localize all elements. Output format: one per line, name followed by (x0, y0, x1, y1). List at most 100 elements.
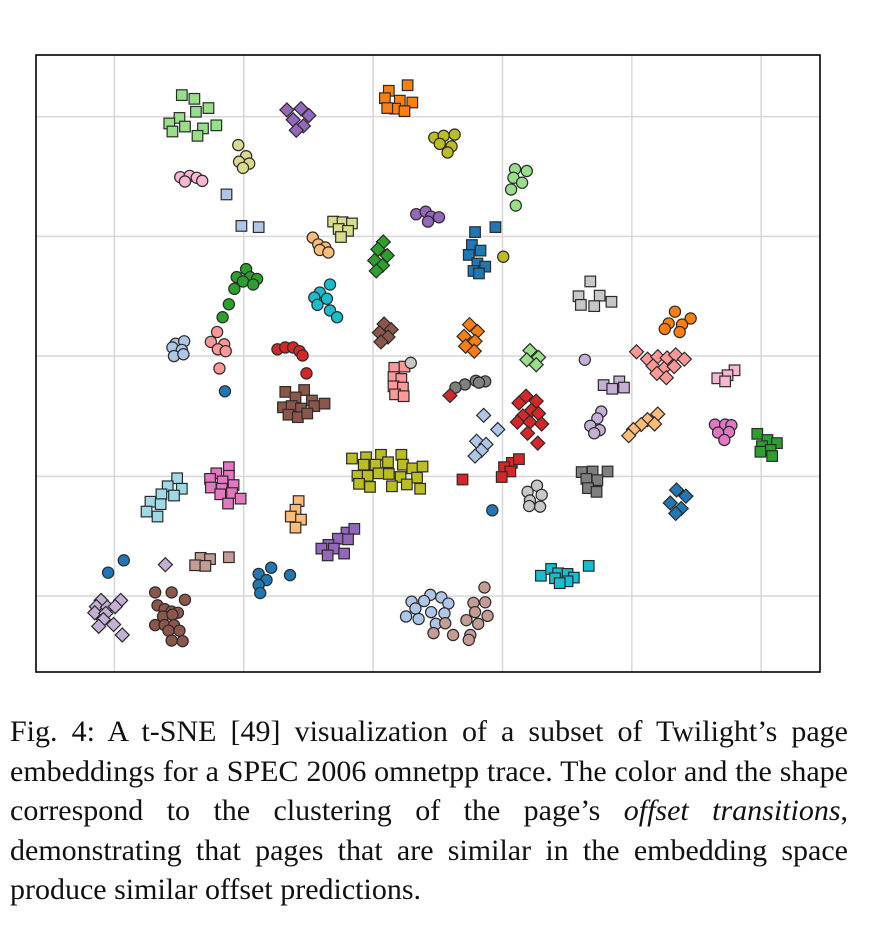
point-diamond-34-9 (519, 425, 536, 442)
point-square-47-8 (151, 510, 164, 523)
point-square-40-4 (357, 458, 370, 471)
point-circle-55-0 (148, 586, 162, 599)
cluster-26 (518, 342, 547, 373)
point-square-40-13 (382, 468, 395, 480)
point-square-39-6 (766, 450, 779, 462)
point-square-33-8 (318, 397, 331, 410)
cluster-31 (449, 374, 492, 394)
point-diamond-1-2 (300, 107, 317, 124)
point-circle-50-7 (254, 586, 267, 600)
point-circle-57-4 (481, 609, 494, 623)
plot-background (36, 55, 820, 672)
cluster-38 (708, 418, 738, 447)
point-square-16-4 (574, 298, 587, 311)
point-square-46-11 (222, 497, 234, 510)
point-circle-17-0 (668, 305, 682, 318)
point-circle-42-2 (535, 488, 548, 502)
cluster-12 (497, 250, 510, 263)
point-circle-56-8 (399, 610, 413, 623)
point-square-47-7 (140, 505, 153, 518)
cluster-18 (371, 316, 400, 350)
point-circle-21-5 (213, 362, 226, 375)
point-circle-56-6 (424, 605, 438, 619)
caption-text-start: Fig. 4: A t-SNE [49] visualization of a … (10, 715, 848, 827)
cluster-57 (427, 581, 494, 647)
cluster-9 (306, 231, 335, 259)
point-square-0-8 (210, 119, 223, 132)
cluster-55 (148, 586, 192, 648)
point-circle-55-2 (178, 593, 192, 607)
point-square-49-1 (348, 522, 361, 535)
point-circle-3-3 (433, 137, 446, 151)
point-square-44-2 (601, 465, 614, 478)
point-square-11-1 (489, 221, 502, 234)
point-diamond-18-4 (373, 334, 389, 350)
point-circle-7-1 (520, 164, 533, 178)
point-circle-25-0 (404, 356, 417, 370)
point-circle-31-4 (449, 381, 462, 394)
caption-italic-term: offset transitions (623, 794, 841, 827)
cluster-56 (399, 588, 455, 631)
point-circle-22-0 (218, 385, 232, 398)
point-circle-57-0 (478, 581, 491, 594)
point-diamond-28-8 (666, 358, 683, 375)
point-square-2-4 (406, 96, 419, 109)
point-square-6-1 (235, 220, 248, 232)
point-circle-56-3 (417, 594, 431, 608)
point-circle-7-3 (515, 176, 529, 189)
cluster-2 (378, 79, 419, 118)
cluster-25 (404, 356, 417, 370)
point-square-53-0 (582, 559, 595, 572)
point-square-47-4 (168, 489, 180, 502)
point-square-41-5 (456, 473, 469, 486)
point-diamond-34-10 (529, 435, 546, 451)
point-circle-57-7 (439, 617, 452, 630)
point-diamond-1-5 (288, 122, 305, 139)
point-circle-21-4 (219, 344, 232, 358)
point-square-33-1 (298, 384, 311, 396)
point-square-47-6 (154, 498, 167, 511)
point-diamond-37-2 (646, 416, 663, 432)
cluster-23 (271, 341, 313, 380)
cluster-42 (521, 479, 548, 513)
caption-text-end: , demonstrating that pages that are simi… (10, 794, 849, 906)
point-square-0-3 (190, 105, 202, 118)
point-square-47-2 (175, 482, 188, 495)
cluster-4 (232, 138, 256, 175)
point-square-2-6 (398, 105, 411, 118)
cluster-41 (456, 453, 525, 486)
point-square-39-2 (770, 437, 783, 449)
point-square-16-3 (605, 295, 618, 308)
point-square-11-6 (479, 260, 492, 273)
cluster-52 (189, 551, 235, 572)
point-circle-55-8 (166, 608, 179, 621)
point-circle-36-4 (588, 427, 601, 440)
point-square-46-10 (234, 492, 247, 505)
cluster-49 (315, 522, 361, 562)
figure (35, 54, 821, 673)
point-square-48-4 (289, 521, 302, 534)
point-square-2-2 (378, 92, 391, 105)
cluster-14 (216, 262, 264, 324)
point-square-40-3 (395, 448, 408, 461)
cluster-53 (534, 559, 595, 590)
point-circle-56-9 (412, 612, 425, 626)
point-circle-17-1 (684, 312, 697, 325)
point-diamond-13-5 (368, 263, 385, 279)
point-circle-14-6 (228, 282, 241, 296)
point-circle-56-5 (409, 602, 422, 615)
point-square-16-1 (593, 289, 606, 302)
point-diamond-37-5 (620, 427, 637, 444)
point-diamond-34-8 (533, 416, 550, 432)
point-circle-7-4 (504, 183, 518, 196)
point-circle-7-5 (509, 199, 523, 212)
point-circle-38-5 (718, 433, 731, 447)
point-square-16-5 (588, 300, 601, 313)
point-square-40-12 (372, 467, 385, 480)
point-square-52-4 (199, 559, 212, 572)
cluster-44 (575, 465, 614, 498)
point-circle-21-0 (210, 325, 224, 339)
cluster-6 (220, 188, 265, 234)
point-square-49-8 (321, 549, 334, 562)
point-circle-4-4 (236, 161, 250, 175)
